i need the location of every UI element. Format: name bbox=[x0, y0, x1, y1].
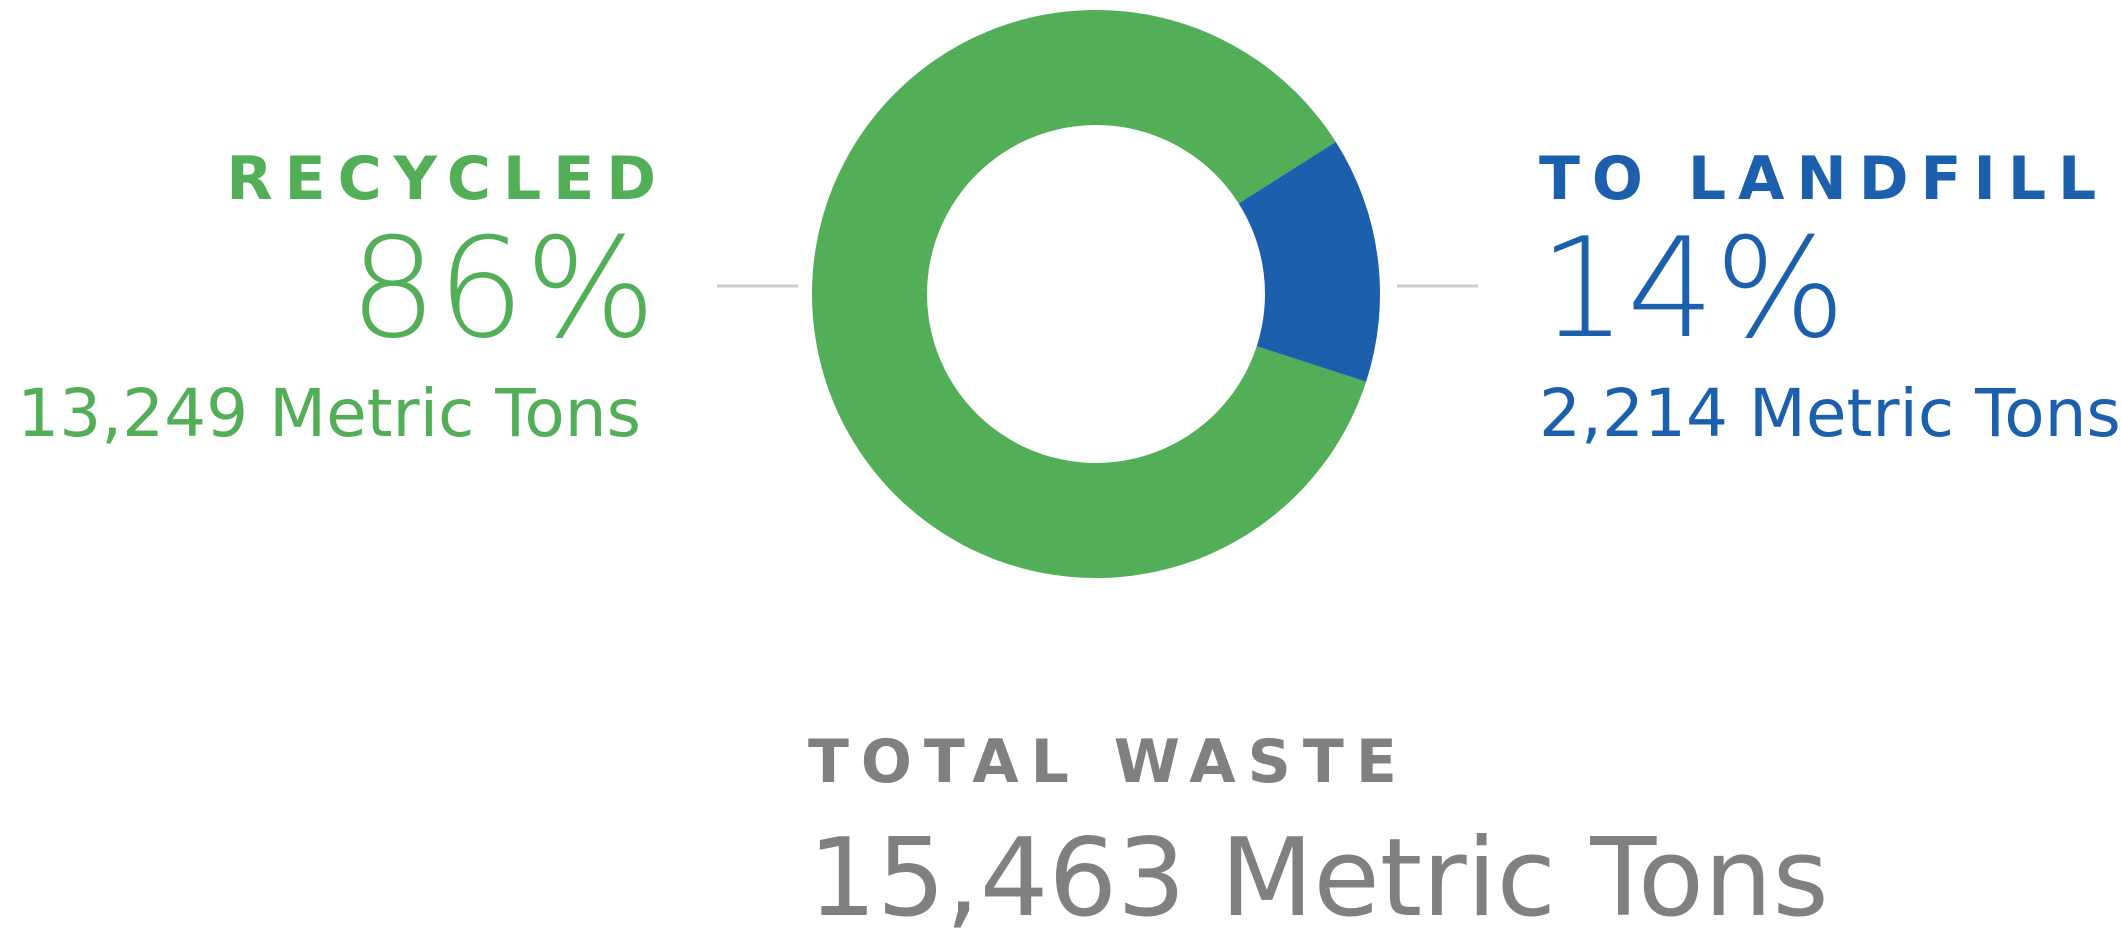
amount-label: 13,249 Metric Tons bbox=[17, 375, 641, 452]
category-label: RECYCLED bbox=[226, 144, 668, 214]
total-title: TOTAL WASTE bbox=[808, 727, 1409, 797]
donut-slice bbox=[1238, 141, 1381, 382]
value-label: 14% bbox=[1539, 208, 1846, 369]
total-amount: 15,463 Metric Tons bbox=[808, 816, 1829, 934]
category-label: TO LANDFILL bbox=[1539, 144, 2108, 214]
donut-slice bbox=[812, 9, 1367, 579]
value-label: 86% bbox=[349, 208, 656, 369]
amount-label: 2,214 Metric Tons bbox=[1539, 375, 2121, 452]
